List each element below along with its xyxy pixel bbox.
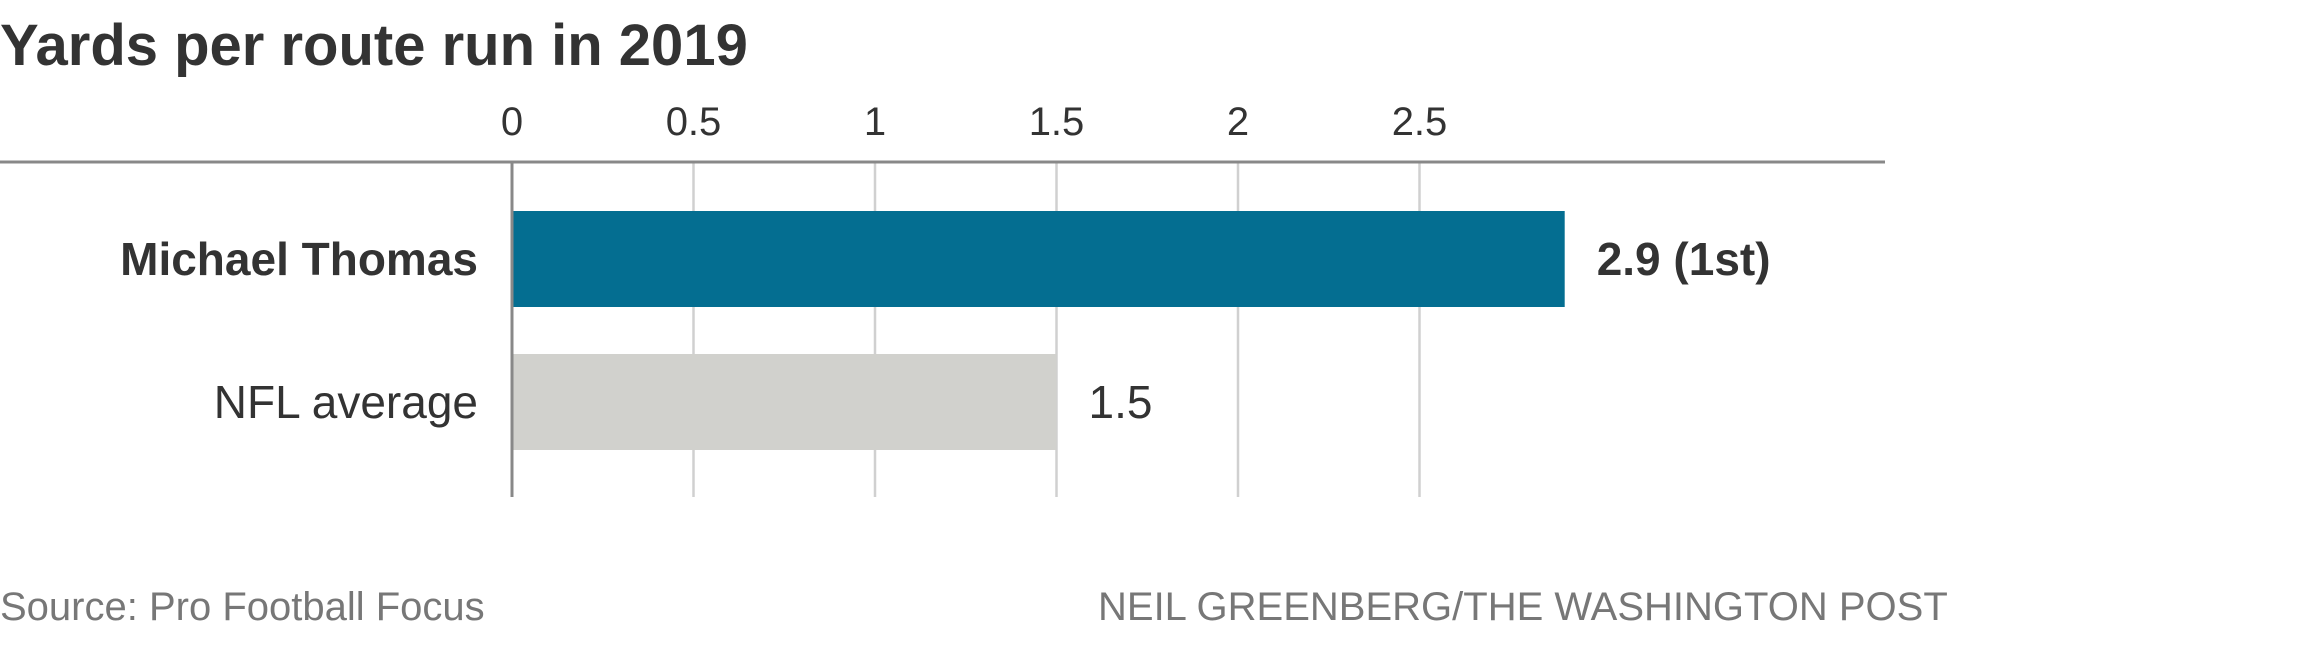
bar: [512, 211, 1565, 307]
x-tick-label: 0.5: [666, 100, 722, 144]
x-tick-label: 2: [1227, 100, 1249, 144]
data-label: 2.9 (1st): [1597, 233, 1771, 285]
category-label: Michael Thomas: [120, 233, 478, 285]
x-tick-label: 2.5: [1392, 100, 1448, 144]
x-tick-label: 0: [501, 100, 523, 144]
x-tick-label: 1: [864, 100, 886, 144]
x-tick-labels: 0 0.5 1 1.5 2 2.5: [501, 100, 1447, 144]
credit-note: NEIL GREENBERG/THE WASHINGTON POST: [1098, 585, 1948, 629]
category-label: NFL average: [214, 376, 478, 428]
bars: [512, 211, 1565, 450]
x-tick-label: 1.5: [1029, 100, 1085, 144]
source-note: Source: Pro Football Focus: [0, 585, 485, 629]
axes: [0, 160, 1885, 497]
bar: [512, 354, 1057, 450]
chart-title: Yards per route run in 2019: [0, 13, 748, 78]
data-label: 1.5: [1089, 376, 1153, 428]
labels: Michael Thomas 2.9 (1st) NFL average 1.5: [120, 233, 1770, 428]
